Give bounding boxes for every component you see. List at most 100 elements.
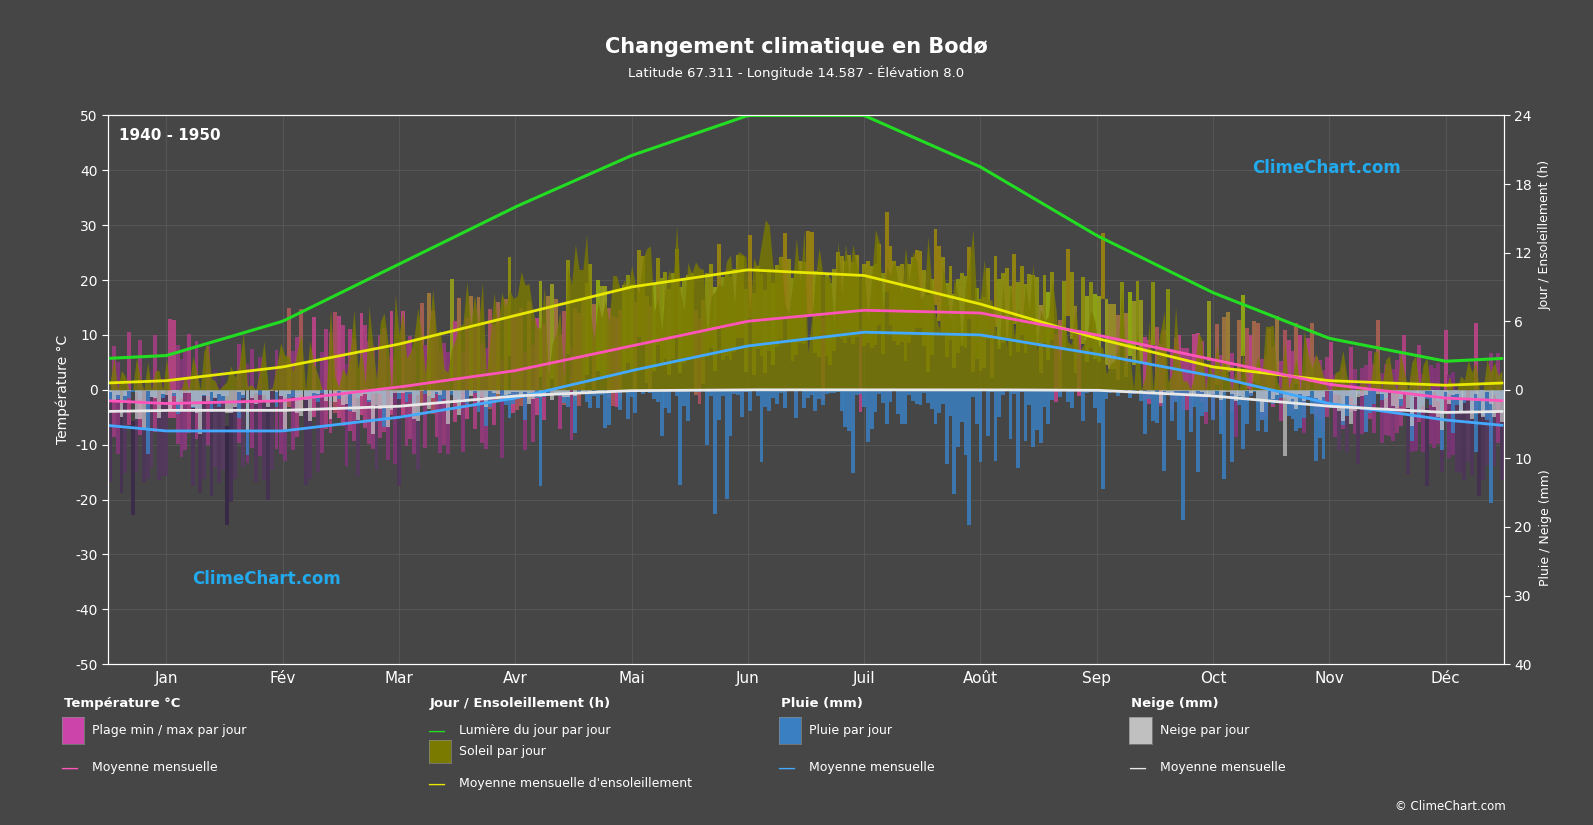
Bar <box>1230 389 1233 462</box>
Bar <box>352 339 355 441</box>
Bar <box>225 427 229 526</box>
Bar <box>779 257 782 339</box>
Bar <box>1117 315 1120 380</box>
Bar <box>1271 346 1274 408</box>
Bar <box>127 389 131 391</box>
Bar <box>889 389 892 403</box>
Bar <box>1069 389 1074 408</box>
Bar <box>687 389 690 422</box>
Text: —: — <box>61 758 78 776</box>
Bar <box>413 351 416 454</box>
Bar <box>919 251 922 328</box>
Bar <box>1268 389 1271 391</box>
Bar <box>1380 389 1384 394</box>
Bar <box>180 389 183 409</box>
Bar <box>1306 389 1309 398</box>
Bar <box>312 389 315 393</box>
Bar <box>914 250 919 328</box>
Bar <box>454 389 457 398</box>
Bar <box>1470 389 1474 475</box>
Bar <box>344 389 349 404</box>
Bar <box>1309 323 1314 383</box>
Bar <box>855 255 859 337</box>
Bar <box>446 389 449 424</box>
Text: © ClimeChart.com: © ClimeChart.com <box>1394 799 1505 813</box>
Bar <box>1459 389 1462 412</box>
Bar <box>266 389 271 403</box>
Bar <box>1055 334 1058 402</box>
Bar <box>543 323 546 420</box>
Bar <box>933 229 937 305</box>
Bar <box>487 309 492 409</box>
Bar <box>1222 389 1227 392</box>
Bar <box>1120 389 1125 393</box>
Text: Lumière du jour par jour: Lumière du jour par jour <box>459 724 610 738</box>
Bar <box>258 389 261 395</box>
Bar <box>878 389 881 394</box>
Text: Pluie (mm): Pluie (mm) <box>781 697 862 710</box>
Bar <box>798 261 803 343</box>
Bar <box>202 389 205 396</box>
Bar <box>1329 389 1333 408</box>
Bar <box>427 293 432 396</box>
Bar <box>1090 389 1093 392</box>
Bar <box>1066 389 1069 402</box>
Bar <box>1421 389 1426 410</box>
Bar <box>438 389 443 403</box>
Bar <box>806 232 809 314</box>
Bar <box>153 389 158 397</box>
Bar <box>355 374 360 476</box>
Bar <box>787 258 790 341</box>
Bar <box>645 389 648 391</box>
Bar <box>763 290 768 373</box>
Bar <box>1301 389 1306 418</box>
Bar <box>889 246 892 325</box>
Bar <box>424 345 427 448</box>
Bar <box>538 389 543 487</box>
Bar <box>123 389 127 402</box>
Bar <box>175 389 180 404</box>
Bar <box>292 389 295 397</box>
Bar <box>492 389 495 398</box>
Bar <box>908 389 911 394</box>
Bar <box>612 389 615 392</box>
Bar <box>847 255 851 337</box>
Bar <box>229 389 233 391</box>
Bar <box>667 389 671 413</box>
Bar <box>615 318 618 408</box>
Bar <box>1466 376 1470 462</box>
Text: Moyenne mensuelle: Moyenne mensuelle <box>1160 761 1286 774</box>
Bar <box>438 389 443 395</box>
Text: Neige par jour: Neige par jour <box>1160 724 1249 738</box>
Bar <box>336 389 341 398</box>
Text: 1940 - 1950: 1940 - 1950 <box>119 128 221 143</box>
Bar <box>408 336 413 439</box>
Bar <box>656 258 660 345</box>
Bar <box>660 278 664 365</box>
Bar <box>623 285 626 374</box>
Bar <box>648 389 652 394</box>
Bar <box>975 288 978 360</box>
Bar <box>468 295 473 397</box>
Bar <box>487 389 492 407</box>
Bar <box>295 389 299 413</box>
Bar <box>859 389 862 394</box>
Bar <box>1489 389 1493 403</box>
Bar <box>1020 389 1024 393</box>
Bar <box>355 389 360 398</box>
Bar <box>408 389 413 393</box>
Bar <box>1352 389 1357 411</box>
Bar <box>401 389 405 393</box>
Bar <box>341 325 344 427</box>
Bar <box>1042 275 1047 343</box>
Bar <box>150 370 153 467</box>
Bar <box>1309 389 1314 391</box>
Bar <box>1298 389 1301 394</box>
Text: ClimeChart.com: ClimeChart.com <box>1252 158 1402 177</box>
Bar <box>131 421 135 515</box>
Bar <box>147 389 150 454</box>
Bar <box>386 356 390 460</box>
Bar <box>1139 389 1144 391</box>
Bar <box>1380 373 1384 444</box>
Bar <box>964 276 967 348</box>
